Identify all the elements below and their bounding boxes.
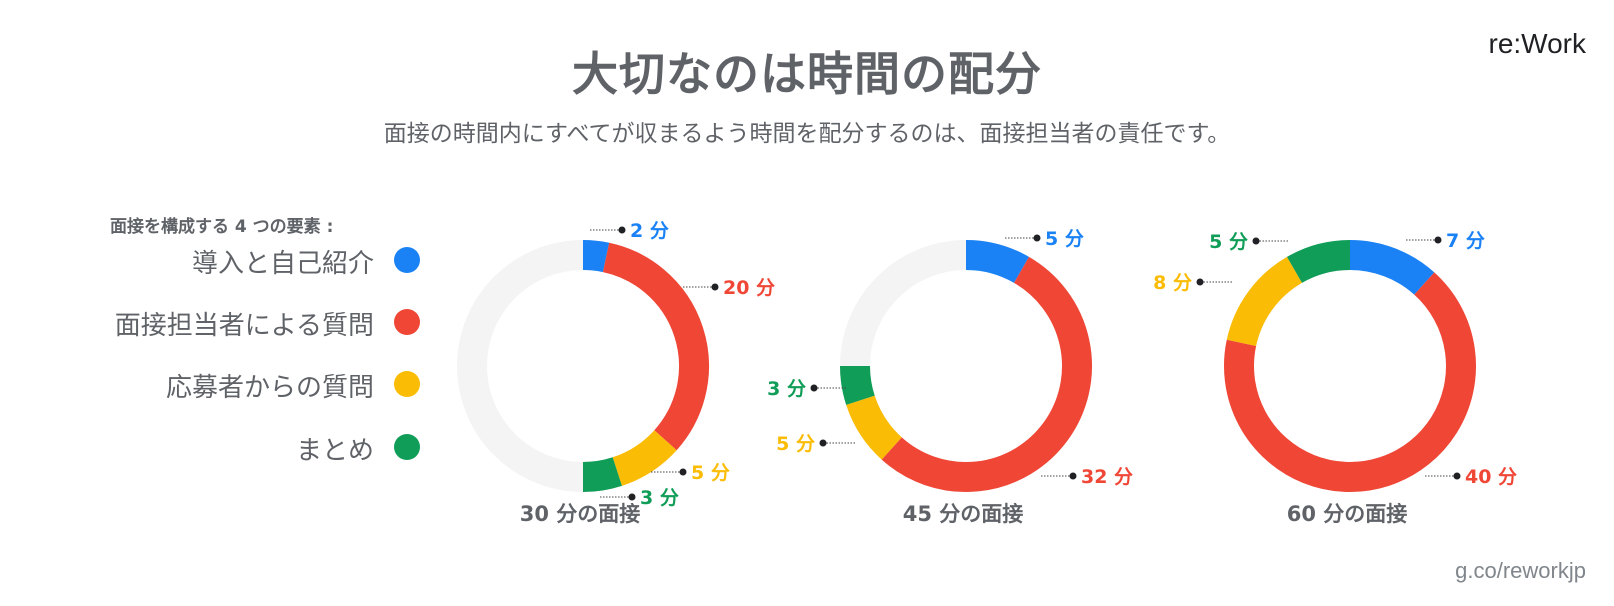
leader-dot (1434, 236, 1442, 244)
value-label-intro: 2 分 (630, 220, 669, 242)
donut-segment-interviewer-questions (1224, 272, 1476, 492)
legend-item-intro: 導入と自己紹介 (60, 241, 420, 281)
chart-caption: 60 分の面接 (1287, 502, 1408, 526)
chart-caption: 45 分の面接 (903, 502, 1024, 526)
value-label-interviewer-questions: 40 分 (1465, 466, 1517, 488)
legend-color-dot (394, 309, 420, 335)
leader-dot (1033, 234, 1041, 242)
leader-dot (628, 493, 636, 501)
page-title: 大切なのは時間の配分 (572, 47, 1042, 101)
value-label-intro: 7 分 (1446, 230, 1485, 252)
legend-item-wrap-up: まとめ (60, 428, 420, 468)
legend-color-dot (394, 434, 420, 460)
leader-dot (810, 384, 818, 392)
donut-segment-wrap-up (840, 365, 875, 405)
value-label-wrap-up: 3 分 (640, 487, 679, 509)
value-label-wrap-up: 5 分 (1209, 231, 1248, 253)
leader-dot (618, 226, 626, 234)
value-label-intro: 5 分 (1045, 228, 1084, 250)
chart-caption: 30 分の面接 (520, 502, 641, 526)
value-label-candidate-questions: 8 分 (1153, 272, 1192, 294)
value-label-interviewer-questions: 32 分 (1081, 466, 1133, 488)
legend-label: 導入と自己紹介 (191, 249, 374, 279)
value-label-wrap-up: 3 分 (767, 378, 806, 400)
donut-segment-intro (1349, 240, 1435, 295)
legend-label: まとめ (295, 436, 374, 466)
legend-color-dot (394, 247, 420, 273)
leader-dot (819, 439, 827, 447)
value-label-candidate-questions: 5 分 (776, 433, 815, 455)
legend-item-candidate-questions: 応募者からの質問 (60, 365, 420, 405)
value-label-interviewer-questions: 20 分 (723, 277, 775, 299)
leader-dot (711, 283, 719, 291)
value-label-candidate-questions: 5 分 (691, 462, 730, 484)
legend-item-interviewer-questions: 面接担当者による質問 (60, 303, 420, 343)
donut-segment-interviewer-questions (602, 242, 709, 451)
donut-segment-wrap-up (582, 457, 622, 492)
donut-segment-intro (582, 240, 610, 273)
legend-label: 面接担当者による質問 (114, 311, 374, 341)
footer-url: g.co/reworkjp (1455, 558, 1586, 583)
donut-chart-1: 2 分 20 分 5 分 3 分30 分の面接 (457, 220, 775, 526)
leader-dot (1196, 278, 1204, 286)
leader-dot (679, 468, 687, 476)
donut-segment-intro (965, 240, 1029, 284)
legend-label: 応募者からの質問 (165, 373, 374, 403)
donut-chart-3: 7 分 40 分 8 分 5 分 60 分の面接 (1153, 230, 1517, 526)
donut-chart-2: 5 分 32 分 5 分 3 分 45 分の面接 (767, 228, 1133, 526)
leader-dot (1453, 472, 1461, 480)
leader-dot (1069, 472, 1077, 480)
donut-segment-candidate-questions (612, 429, 677, 486)
donut-segment-interviewer-questions (881, 256, 1092, 492)
legend-title: 面接を構成する 4 つの要素 : (110, 217, 334, 237)
donut-segment-candidate-questions (846, 395, 903, 460)
page-subtitle: 面接の時間内にすべてが収まるよう時間を配分するのは、面接担当者の責任です。 (383, 121, 1231, 147)
brand-logo: re:Work (1488, 28, 1587, 59)
leader-dot (1252, 237, 1260, 245)
donut-segment-candidate-questions (1226, 256, 1303, 347)
legend-color-dot (394, 371, 420, 397)
donut-segment-wrap-up (1287, 240, 1351, 284)
